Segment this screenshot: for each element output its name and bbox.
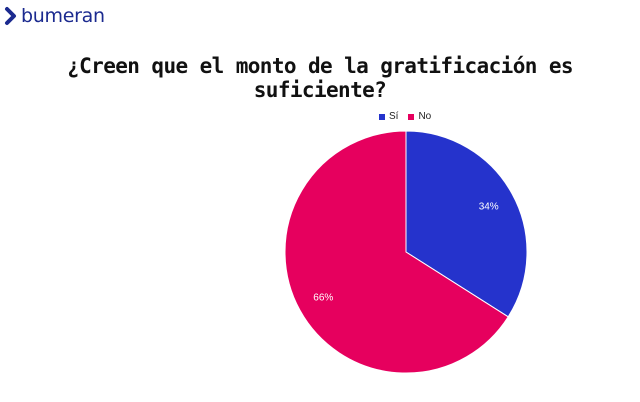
chart-title: ¿Creen que el monto de la gratificación … xyxy=(67,54,573,102)
legend-swatch-no xyxy=(408,113,415,120)
chart-legend: Sí No xyxy=(379,111,431,122)
pie-slice-si xyxy=(405,130,528,318)
brand-name: bumeran xyxy=(21,5,105,27)
legend-label-si: Sí xyxy=(389,111,399,122)
legend-item-si: Sí xyxy=(379,111,398,122)
pie-slice-no xyxy=(284,130,509,374)
legend-label-no: No xyxy=(418,111,432,122)
chevron-right-icon xyxy=(5,7,16,25)
legend-item-no: No xyxy=(408,111,431,122)
legend-swatch-si xyxy=(379,113,385,120)
data-label-si: 34% xyxy=(479,202,499,213)
bumeran-logo: bumeran xyxy=(4,5,105,27)
data-label-no: 66% xyxy=(313,292,333,303)
